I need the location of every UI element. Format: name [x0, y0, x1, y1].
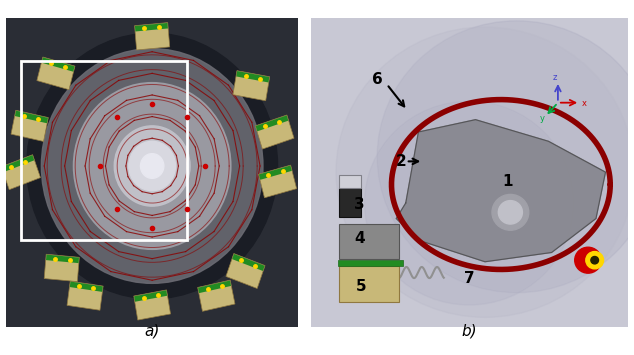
- Circle shape: [141, 154, 164, 178]
- FancyBboxPatch shape: [70, 282, 103, 292]
- Bar: [339, 224, 399, 259]
- Bar: [21, 61, 187, 240]
- Circle shape: [586, 252, 604, 269]
- Circle shape: [129, 141, 176, 191]
- Text: z: z: [552, 72, 557, 82]
- FancyBboxPatch shape: [256, 115, 294, 149]
- Text: b): b): [462, 324, 477, 339]
- Circle shape: [74, 83, 231, 249]
- Circle shape: [336, 27, 634, 317]
- FancyBboxPatch shape: [37, 57, 75, 90]
- Text: 6: 6: [372, 72, 382, 87]
- Circle shape: [365, 101, 574, 305]
- FancyBboxPatch shape: [198, 280, 235, 311]
- Text: 4: 4: [354, 231, 365, 246]
- Circle shape: [114, 126, 190, 206]
- FancyBboxPatch shape: [259, 165, 297, 198]
- FancyBboxPatch shape: [259, 165, 292, 180]
- FancyBboxPatch shape: [226, 253, 265, 289]
- FancyBboxPatch shape: [134, 290, 167, 302]
- Circle shape: [574, 247, 601, 273]
- FancyBboxPatch shape: [233, 71, 269, 101]
- FancyBboxPatch shape: [232, 254, 264, 271]
- Text: 2: 2: [396, 154, 406, 169]
- FancyBboxPatch shape: [135, 23, 168, 32]
- Circle shape: [41, 49, 263, 283]
- Circle shape: [498, 201, 522, 224]
- Text: 5: 5: [356, 279, 366, 294]
- Text: 1: 1: [502, 174, 512, 189]
- FancyBboxPatch shape: [134, 290, 171, 320]
- Text: y: y: [540, 114, 545, 122]
- Text: a): a): [145, 324, 160, 339]
- FancyBboxPatch shape: [236, 71, 269, 82]
- FancyBboxPatch shape: [15, 111, 48, 123]
- Text: x: x: [581, 99, 586, 108]
- Text: 3: 3: [354, 197, 365, 212]
- Circle shape: [591, 257, 598, 264]
- FancyBboxPatch shape: [2, 155, 34, 172]
- Bar: [339, 187, 361, 217]
- Polygon shape: [396, 120, 605, 262]
- Circle shape: [492, 195, 529, 230]
- Circle shape: [27, 33, 278, 299]
- Circle shape: [377, 21, 634, 293]
- FancyBboxPatch shape: [1, 155, 41, 190]
- FancyBboxPatch shape: [134, 23, 170, 50]
- Text: 7: 7: [464, 271, 474, 286]
- Bar: [337, 260, 403, 266]
- FancyBboxPatch shape: [11, 110, 48, 141]
- FancyBboxPatch shape: [42, 58, 75, 72]
- FancyBboxPatch shape: [256, 115, 288, 131]
- Bar: [339, 266, 399, 302]
- FancyBboxPatch shape: [198, 280, 231, 293]
- FancyBboxPatch shape: [46, 255, 79, 263]
- FancyBboxPatch shape: [67, 281, 103, 310]
- FancyBboxPatch shape: [44, 254, 79, 282]
- Bar: [339, 175, 361, 187]
